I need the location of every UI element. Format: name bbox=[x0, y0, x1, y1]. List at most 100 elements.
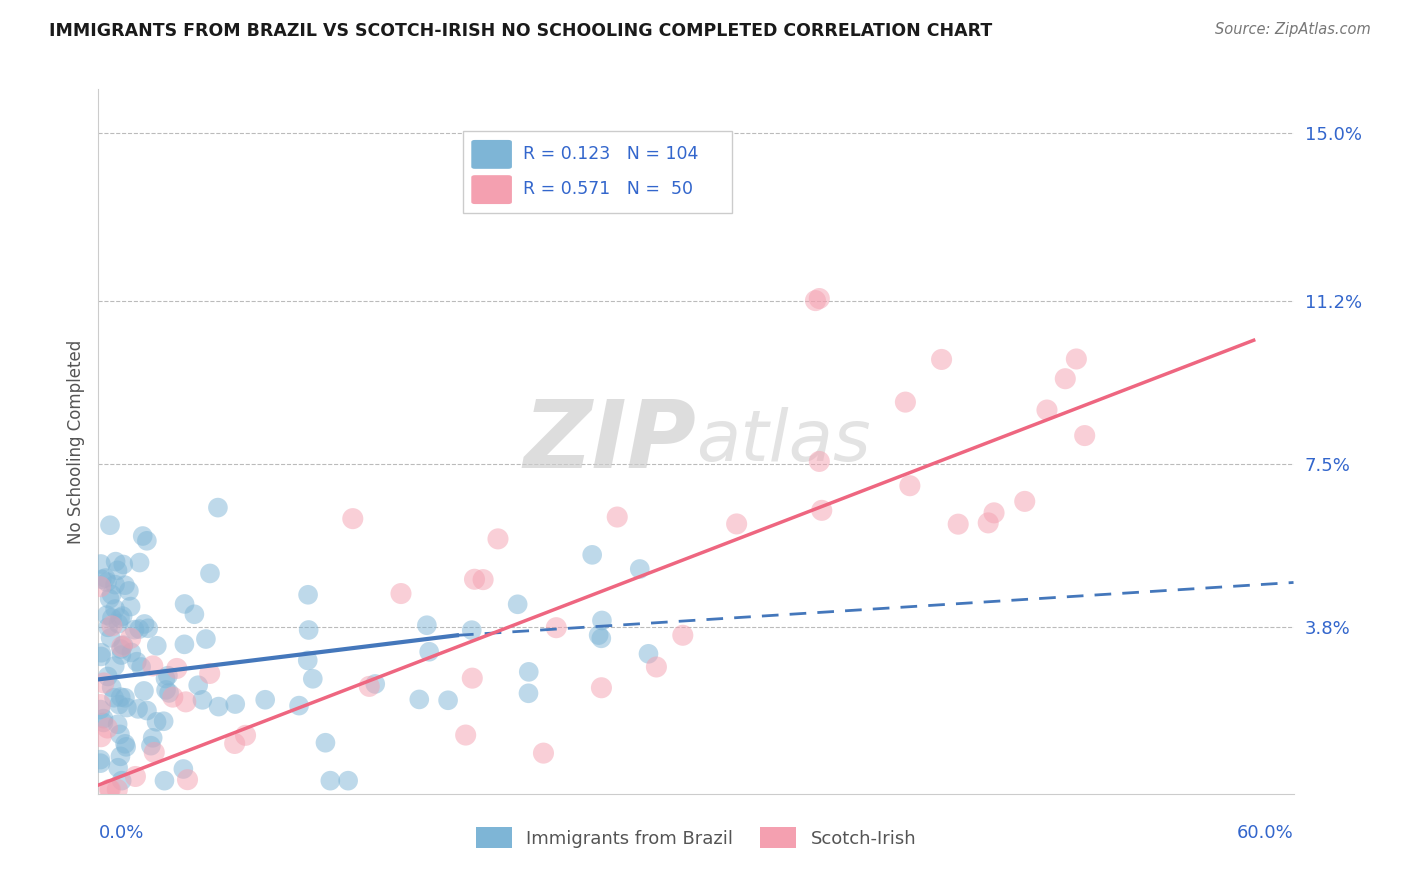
Point bbox=[948, 517, 970, 532]
Point bbox=[98, 782, 121, 797]
Point bbox=[114, 737, 136, 751]
Point bbox=[207, 500, 229, 515]
Point bbox=[472, 573, 495, 587]
Point bbox=[128, 556, 150, 570]
Point bbox=[98, 591, 121, 606]
Point bbox=[1054, 372, 1077, 386]
Point bbox=[96, 608, 118, 623]
Point bbox=[132, 684, 155, 698]
Point bbox=[808, 292, 831, 306]
Point bbox=[486, 532, 509, 546]
Point bbox=[191, 693, 214, 707]
Point bbox=[437, 693, 460, 707]
Point bbox=[124, 623, 146, 637]
Point bbox=[105, 782, 128, 797]
Point bbox=[104, 659, 127, 673]
Point bbox=[120, 632, 142, 646]
Point bbox=[135, 533, 157, 548]
Point bbox=[298, 623, 321, 637]
Point bbox=[142, 731, 165, 745]
Text: 0.0%: 0.0% bbox=[98, 824, 143, 842]
Point bbox=[172, 762, 194, 776]
Point bbox=[804, 293, 827, 308]
Point bbox=[107, 563, 129, 577]
Point bbox=[1066, 351, 1088, 366]
Point bbox=[416, 618, 439, 632]
Text: Source: ZipAtlas.com: Source: ZipAtlas.com bbox=[1215, 22, 1371, 37]
Point bbox=[142, 659, 165, 673]
Point bbox=[111, 640, 134, 654]
Point bbox=[155, 672, 177, 686]
Point bbox=[931, 352, 953, 367]
Point bbox=[153, 773, 176, 788]
Point bbox=[155, 682, 177, 697]
Point bbox=[288, 698, 311, 713]
Point bbox=[112, 638, 135, 652]
Point bbox=[408, 692, 430, 706]
Point bbox=[96, 721, 118, 735]
Point bbox=[104, 602, 127, 616]
Text: IMMIGRANTS FROM BRAZIL VS SCOTCH-IRISH NO SCHOOLING COMPLETED CORRELATION CHART: IMMIGRANTS FROM BRAZIL VS SCOTCH-IRISH N… bbox=[49, 22, 993, 40]
Point bbox=[894, 395, 917, 409]
Point bbox=[132, 529, 155, 543]
Point bbox=[1073, 428, 1095, 442]
Point bbox=[187, 678, 209, 692]
Legend: Immigrants from Brazil, Scotch-Irish: Immigrants from Brazil, Scotch-Irish bbox=[468, 820, 924, 855]
Point bbox=[108, 727, 131, 741]
Point bbox=[173, 597, 195, 611]
Point bbox=[533, 746, 555, 760]
FancyBboxPatch shape bbox=[471, 140, 512, 169]
Point bbox=[120, 599, 142, 614]
Point bbox=[166, 661, 188, 675]
Point bbox=[152, 714, 174, 729]
Point bbox=[110, 690, 132, 705]
FancyBboxPatch shape bbox=[471, 175, 512, 204]
Point bbox=[977, 516, 1000, 530]
Point bbox=[606, 510, 628, 524]
Point bbox=[103, 690, 125, 705]
Point bbox=[143, 746, 166, 760]
Point bbox=[546, 192, 568, 206]
Text: atlas: atlas bbox=[696, 407, 870, 476]
FancyBboxPatch shape bbox=[463, 131, 733, 212]
Point bbox=[120, 645, 142, 659]
Point bbox=[506, 597, 529, 611]
Point bbox=[89, 580, 111, 594]
Text: 60.0%: 60.0% bbox=[1237, 824, 1294, 842]
Point bbox=[115, 700, 138, 714]
Point bbox=[389, 586, 412, 600]
Point bbox=[89, 698, 111, 712]
Point bbox=[254, 692, 277, 706]
Point bbox=[89, 753, 111, 767]
Point bbox=[93, 715, 115, 730]
Point bbox=[93, 712, 115, 726]
Point bbox=[136, 704, 159, 718]
Point bbox=[157, 686, 180, 700]
Point bbox=[337, 773, 360, 788]
Point bbox=[100, 588, 122, 602]
Point bbox=[198, 566, 221, 581]
Point bbox=[176, 772, 198, 787]
Point bbox=[134, 617, 156, 632]
Point bbox=[90, 572, 112, 586]
Point bbox=[96, 575, 118, 590]
Point bbox=[194, 632, 217, 646]
Point bbox=[101, 611, 124, 625]
Point bbox=[1036, 403, 1059, 417]
Point bbox=[301, 672, 323, 686]
Text: R = 0.571   N =  50: R = 0.571 N = 50 bbox=[523, 180, 693, 198]
Point bbox=[100, 680, 122, 694]
Point bbox=[100, 631, 122, 645]
Point bbox=[898, 479, 921, 493]
Point bbox=[108, 698, 131, 712]
Point bbox=[90, 646, 112, 660]
Point bbox=[645, 660, 668, 674]
Point bbox=[89, 702, 111, 716]
Point bbox=[104, 577, 127, 591]
Point bbox=[418, 645, 440, 659]
Point bbox=[107, 717, 129, 731]
Point bbox=[127, 702, 149, 716]
Point bbox=[364, 677, 387, 691]
Point bbox=[156, 669, 179, 683]
Point bbox=[224, 697, 246, 711]
